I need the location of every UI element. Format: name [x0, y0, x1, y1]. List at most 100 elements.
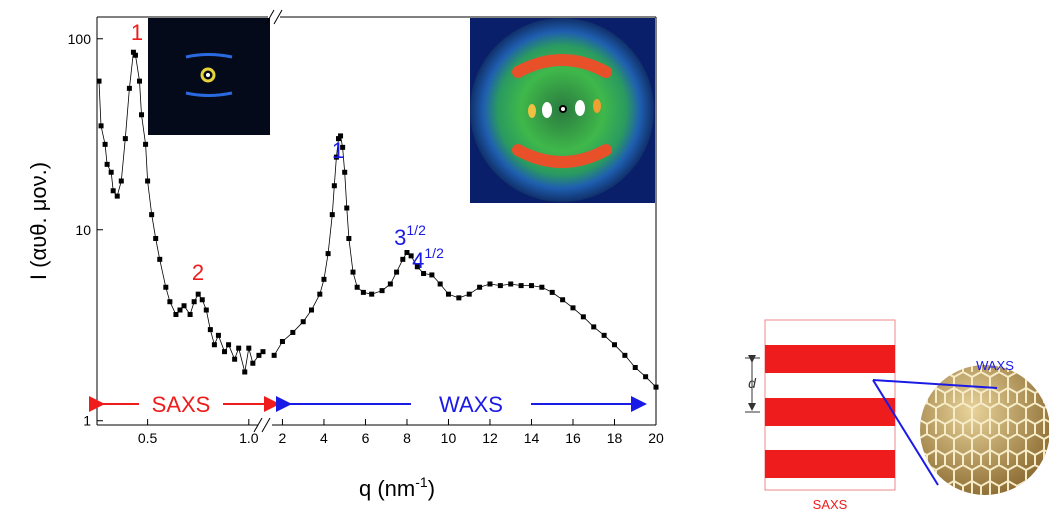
- peak-label-index: 2: [192, 260, 204, 285]
- data-point: [96, 78, 102, 84]
- data-point: [404, 250, 410, 256]
- region-label-bg: [139, 390, 223, 418]
- data-point: [369, 291, 375, 297]
- data-point: [622, 352, 628, 358]
- x-tick-label: 4: [320, 430, 328, 446]
- data-point: [400, 256, 406, 262]
- x-tick-label: 14: [524, 430, 540, 446]
- data-point: [187, 311, 193, 317]
- peak-label-sup: 1/2: [406, 222, 426, 238]
- axis-break: [273, 9, 283, 25]
- data-point: [199, 297, 205, 303]
- data-point: [317, 291, 323, 297]
- data-point: [260, 349, 266, 355]
- data-point: [163, 284, 169, 290]
- peak-label-sup: 1/2: [424, 245, 444, 261]
- data-point: [335, 136, 341, 142]
- data-point: [256, 352, 262, 358]
- data-point: [232, 356, 238, 362]
- x-tick-label: 18: [607, 430, 623, 446]
- schematic: d WAXS SAXS: [745, 319, 1049, 512]
- data-point: [350, 269, 356, 275]
- data-point: [331, 183, 337, 189]
- data-point: [173, 311, 179, 317]
- data-point: [222, 349, 228, 355]
- data-point: [354, 284, 360, 290]
- x-axis-label-end: ): [428, 476, 435, 501]
- data-point: [118, 178, 124, 184]
- data-point: [394, 269, 400, 275]
- data-point: [290, 329, 296, 335]
- data-point: [414, 264, 420, 270]
- data-point: [497, 283, 503, 289]
- data-point: [429, 272, 435, 278]
- peak-label: 31/2: [394, 222, 426, 250]
- peak-label: 2: [192, 260, 204, 285]
- data-point: [177, 307, 183, 313]
- x-axis-label: q (nm-1): [359, 474, 435, 501]
- saxs-label: SAXS: [813, 497, 848, 512]
- data-point: [195, 291, 201, 297]
- data-point: [207, 327, 213, 333]
- peak-label: 1: [332, 138, 344, 163]
- data-point: [167, 299, 173, 305]
- data-point: [153, 235, 159, 241]
- x-tick-label: 16: [565, 430, 581, 446]
- peak-label: 1: [131, 20, 143, 45]
- data-point: [549, 289, 555, 295]
- peak-label-index: 1: [131, 20, 143, 45]
- x-tick-label: 8: [403, 430, 411, 446]
- data-point: [181, 303, 187, 309]
- data-point: [321, 276, 327, 282]
- axis-break: [265, 9, 275, 25]
- data-point: [601, 332, 607, 338]
- waxs-label: WAXS: [976, 358, 1014, 373]
- data-point: [203, 307, 209, 313]
- data-point: [342, 169, 348, 175]
- data-point: [236, 345, 242, 351]
- data-point: [333, 154, 339, 160]
- data-point: [466, 291, 472, 297]
- data-point: [508, 281, 514, 287]
- axis-break: [253, 417, 263, 433]
- data-point: [226, 342, 232, 348]
- data-point: [580, 314, 586, 320]
- data-point: [242, 369, 248, 375]
- axis-break: [261, 417, 271, 433]
- data-point: [122, 136, 128, 142]
- peak-label-index: 3: [394, 225, 406, 250]
- data-point: [132, 52, 138, 58]
- data-point: [456, 295, 462, 301]
- data-point: [421, 271, 427, 277]
- data-point: [110, 188, 116, 194]
- x-axis-label-text: q (nm: [359, 476, 415, 501]
- data-point: [570, 305, 576, 311]
- data-point: [560, 297, 566, 303]
- peak-label: 41/2: [412, 245, 444, 273]
- data-point: [611, 342, 617, 348]
- data-point: [250, 360, 256, 366]
- data-point: [279, 338, 285, 344]
- data-point: [344, 205, 350, 211]
- data-point: [143, 141, 149, 147]
- data-point: [387, 281, 393, 287]
- d-label: d: [748, 375, 757, 391]
- x-tick-label: 0.5: [138, 430, 158, 446]
- data-point: [643, 374, 649, 380]
- data-point: [137, 78, 143, 84]
- data-point: [300, 319, 306, 325]
- x-axis-label-sup: -1: [415, 474, 428, 490]
- data-point: [632, 365, 638, 371]
- data-point: [271, 352, 277, 358]
- data-point: [518, 283, 524, 289]
- data-point: [528, 283, 534, 289]
- data-point: [191, 299, 197, 305]
- y-axis-label: I (αυθ. μον.): [26, 162, 51, 280]
- y-tick-label: 1: [83, 413, 91, 429]
- data-point: [145, 178, 151, 184]
- data-point: [437, 281, 443, 287]
- peak-label-index: 1: [332, 138, 344, 163]
- data-point: [445, 291, 451, 297]
